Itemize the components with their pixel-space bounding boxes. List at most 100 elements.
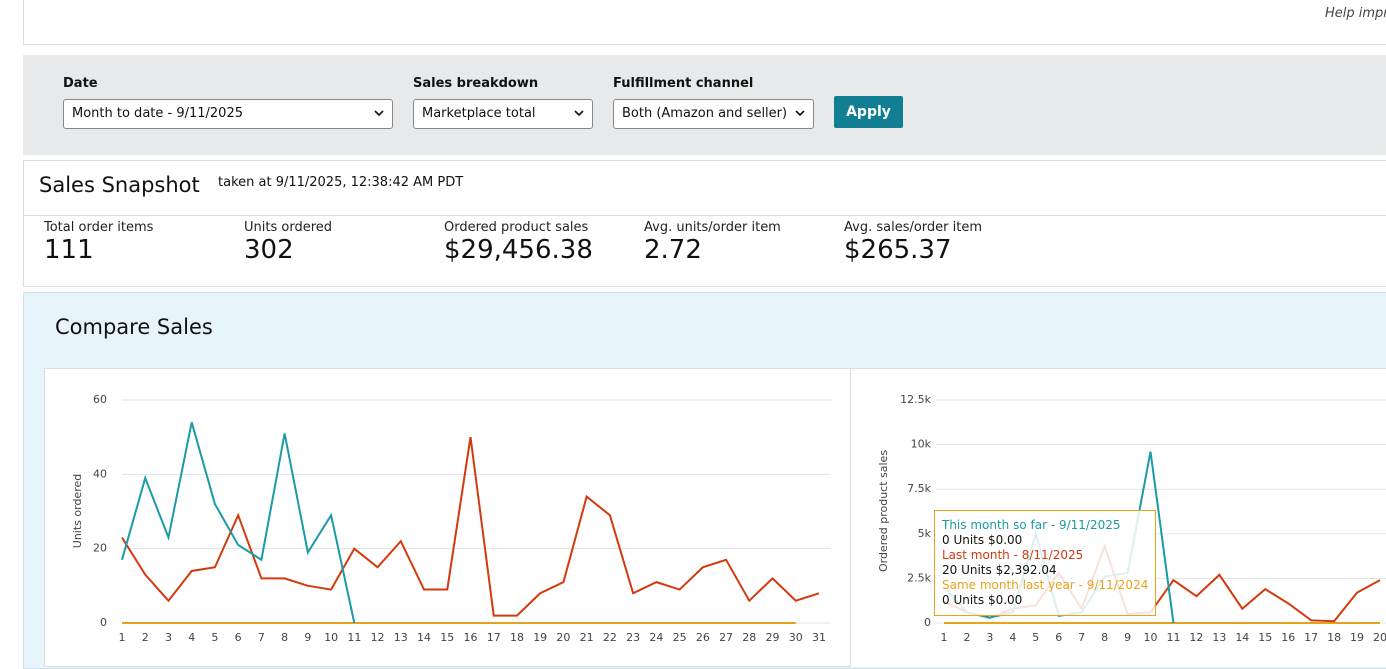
x-tick-label: 13 [1212, 631, 1226, 644]
x-tick-label: 10 [1144, 631, 1158, 644]
x-tick-label: 31 [812, 631, 826, 644]
x-tick-label: 2 [963, 631, 970, 644]
x-tick-label: 5 [211, 631, 218, 644]
x-tick-label: 18 [510, 631, 524, 644]
help-link[interactable]: Help impr [1325, 6, 1386, 21]
x-tick-label: 19 [533, 631, 547, 644]
x-tick-label: 4 [1009, 631, 1016, 644]
x-tick-label: 15 [440, 631, 454, 644]
metric-value: 302 [244, 235, 294, 265]
y-tick-label: 40 [93, 467, 107, 480]
x-tick-label: 12 [371, 631, 385, 644]
x-tick-label: 12 [1189, 631, 1203, 644]
tooltip-series: Same month last year - 9/11/2024 [942, 578, 1149, 592]
x-tick-label: 1 [119, 631, 126, 644]
x-tick-label: 9 [304, 631, 311, 644]
y-tick-label: 12.5k [900, 393, 931, 406]
x-tick-label: 5 [1032, 631, 1039, 644]
metric-label: Units ordered [244, 220, 332, 235]
x-tick-label: 16 [1281, 631, 1295, 644]
x-tick-label: 11 [347, 631, 361, 644]
x-tick-label: 17 [487, 631, 501, 644]
x-tick-label: 2 [142, 631, 149, 644]
tooltip: This month so far - 9/11/2025 0 Units $0… [934, 510, 1156, 616]
date-value: Month to date - 9/11/2025 [72, 106, 243, 121]
compare-title: Compare Sales [55, 315, 213, 339]
y-axis-title: Units ordered [71, 474, 84, 548]
tooltip-series: Last month - 8/11/2025 [942, 548, 1084, 562]
x-tick-label: 16 [464, 631, 478, 644]
x-tick-label: 9 [1124, 631, 1131, 644]
x-tick-label: 29 [766, 631, 780, 644]
x-tick-label: 17 [1304, 631, 1318, 644]
x-tick-label: 20 [1373, 631, 1386, 644]
chevron [374, 110, 384, 117]
tooltip-values: 20 Units $2,392.04 [942, 563, 1057, 577]
series-line [121, 437, 820, 617]
x-tick-label: 30 [789, 631, 803, 644]
x-tick-label: 7 [1078, 631, 1085, 644]
y-tick-label: 0 [100, 616, 107, 629]
x-tick-label: 27 [719, 631, 733, 644]
x-tick-label: 21 [580, 631, 594, 644]
x-tick-label: 8 [281, 631, 288, 644]
metric-value: 2.72 [644, 235, 702, 265]
y-tick-label: 60 [93, 393, 107, 406]
apply-button[interactable]: Apply [834, 96, 903, 128]
snapshot-title: Sales Snapshot [39, 173, 200, 197]
metric-value: $29,456.38 [444, 235, 593, 265]
snapshot-panel: Sales Snapshot taken at 9/11/2025, 12:38… [23, 160, 1386, 287]
x-tick-label: 26 [696, 631, 710, 644]
x-tick-label: 20 [556, 631, 570, 644]
x-tick-label: 22 [603, 631, 617, 644]
filter-bar: Date Month to date - 9/11/2025 Sales bre… [23, 55, 1386, 155]
metric-value: 111 [44, 235, 94, 265]
x-tick-label: 25 [673, 631, 687, 644]
channel-label: Fulfillment channel [613, 76, 754, 91]
date-label: Date [63, 76, 98, 91]
top-bar [23, 0, 1386, 45]
x-tick-label: 28 [742, 631, 756, 644]
metric-value: $265.37 [844, 235, 952, 265]
x-tick-label: 23 [626, 631, 640, 644]
metric-label: Avg. units/order item [644, 220, 781, 235]
y-tick-label: 7.5k [907, 482, 931, 495]
date-select[interactable]: Month to date - 9/11/2025 [63, 99, 393, 129]
x-tick-label: 6 [235, 631, 242, 644]
snapshot-time: taken at 9/11/2025, 12:38:42 AM PDT [218, 175, 464, 190]
breakdown-value: Marketplace total [422, 106, 536, 121]
chevron [795, 110, 805, 117]
y-tick-label: 5k [918, 527, 932, 540]
breakdown-select[interactable]: Marketplace total [413, 99, 593, 129]
tooltip-values: 0 Units $0.00 [942, 593, 1023, 607]
x-tick-label: 7 [258, 631, 265, 644]
metric-label: Avg. sales/order item [844, 220, 983, 235]
x-tick-label: 19 [1350, 631, 1364, 644]
x-tick-label: 11 [1166, 631, 1180, 644]
chevron [574, 110, 584, 117]
x-tick-label: 10 [324, 631, 338, 644]
y-tick-label: 0 [924, 616, 931, 629]
x-tick-label: 13 [394, 631, 408, 644]
x-tick-label: 14 [1235, 631, 1249, 644]
y-axis-title: Ordered product sales [877, 450, 890, 572]
channel-value: Both (Amazon and seller) [622, 106, 788, 121]
y-tick-label: 10k [911, 438, 932, 451]
tooltip-series: This month so far - 9/11/2025 [942, 518, 1121, 532]
y-tick-label: 2.5k [907, 571, 931, 584]
divider [24, 215, 1386, 216]
x-tick-label: 14 [417, 631, 431, 644]
channel-select[interactable]: Both (Amazon and seller) [613, 99, 814, 129]
breakdown-label: Sales breakdown [413, 76, 539, 91]
x-tick-label: 3 [165, 631, 172, 644]
y-tick-label: 20 [93, 542, 107, 555]
series-line [121, 422, 356, 624]
x-tick-label: 4 [188, 631, 195, 644]
x-tick-label: 24 [649, 631, 663, 644]
tooltip-values: 0 Units $0.00 [942, 533, 1023, 547]
x-tick-label: 1 [941, 631, 948, 644]
x-tick-label: 15 [1258, 631, 1272, 644]
x-tick-label: 6 [1055, 631, 1062, 644]
